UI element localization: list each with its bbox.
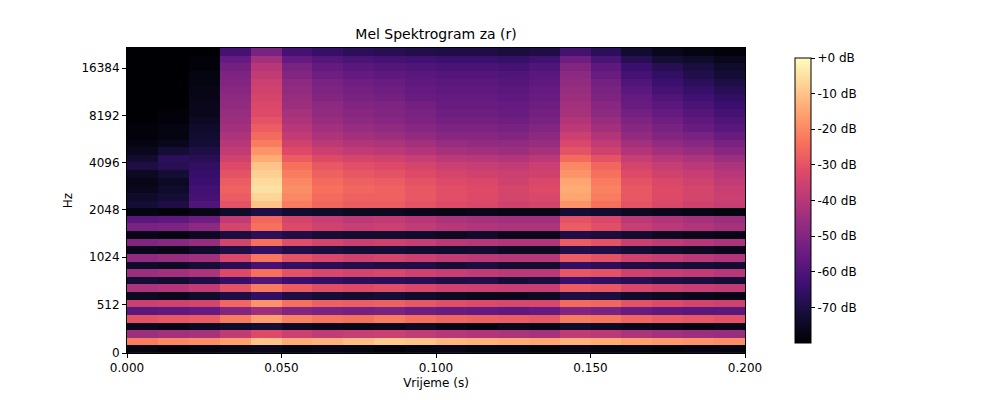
svg-text:0.050: 0.050 [264, 361, 298, 375]
svg-text:8192: 8192 [89, 109, 120, 123]
svg-text:4096: 4096 [89, 156, 120, 170]
svg-text:2048: 2048 [89, 203, 120, 217]
svg-text:0.200: 0.200 [728, 361, 762, 375]
svg-text:Vrijeme (s): Vrijeme (s) [403, 376, 469, 390]
svg-text:-50 dB: -50 dB [817, 229, 856, 243]
svg-text:-60 dB: -60 dB [817, 265, 856, 279]
svg-text:16384: 16384 [81, 61, 119, 75]
svg-text:-20 dB: -20 dB [817, 122, 856, 136]
svg-text:0: 0 [112, 346, 120, 360]
svg-text:0.150: 0.150 [573, 361, 607, 375]
svg-text:512: 512 [97, 298, 120, 312]
svg-text:0.100: 0.100 [419, 361, 453, 375]
svg-text:-40 dB: -40 dB [817, 194, 856, 208]
svg-text:-30 dB: -30 dB [817, 158, 856, 172]
svg-text:Mel Spektrogram za (r): Mel Spektrogram za (r) [355, 26, 516, 42]
svg-text:1024: 1024 [89, 250, 120, 264]
svg-text:0.000: 0.000 [110, 361, 144, 375]
svg-text:-10 dB: -10 dB [817, 87, 856, 101]
svg-text:+0 dB: +0 dB [817, 51, 854, 65]
svg-text:Hz: Hz [61, 193, 75, 208]
svg-text:-70 dB: -70 dB [817, 301, 856, 315]
